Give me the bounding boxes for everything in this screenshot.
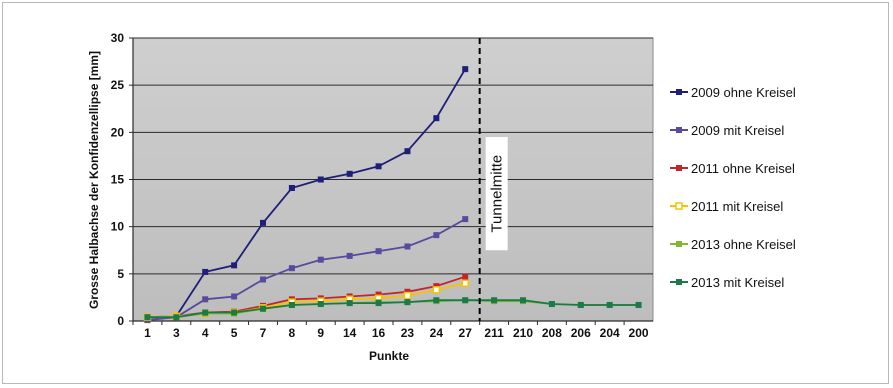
- x-tick-label-211: 211: [484, 326, 504, 340]
- data-point-2009-mit-kreisel: [462, 216, 469, 223]
- data-point-2013-mit-kreisel: [231, 309, 238, 316]
- data-point-2011-ohne-kreisel: [433, 283, 440, 290]
- series-line-2009-mit-kreisel: [147, 218, 466, 321]
- x-tick-label-210: 210: [513, 326, 533, 340]
- data-point-2009-mit-kreisel: [260, 276, 266, 283]
- data-point-2013-mit-kreisel: [346, 300, 353, 307]
- x-tick-label-200: 200: [629, 326, 649, 340]
- data-point-2009-ohne-kreisel: [462, 66, 469, 73]
- data-point-2013-mit-kreisel: [404, 299, 411, 306]
- data-point-2009-mit-kreisel: [202, 296, 209, 303]
- legend-label-2009-mit-kreisel: 2009 mit Kreisel: [691, 123, 784, 138]
- data-point-2009-ohne-kreisel: [346, 170, 353, 177]
- y-axis-title: Grosse Halbachse der Konfidenzellipse [m…: [87, 51, 101, 309]
- data-point-2011-mit-kreisel: [461, 279, 469, 288]
- data-point-2013-mit-kreisel: [317, 301, 324, 308]
- legend-label-2011-mit-kreisel: 2011 mit Kreisel: [691, 199, 783, 214]
- tunnelmitte-label-bg: [485, 137, 508, 251]
- data-point-2009-ohne-kreisel: [231, 262, 238, 269]
- data-point-2009-ohne-kreisel: [433, 115, 440, 122]
- data-point-2009-ohne-kreisel: [375, 163, 382, 170]
- legend-marker-2009-ohne-kreisel: [676, 89, 682, 95]
- x-tick-label-1: 1: [144, 326, 151, 340]
- data-point-2013-mit-kreisel: [520, 297, 526, 304]
- legend-label-2013-ohne-kreisel: 2013 ohne Kreisel: [691, 237, 796, 252]
- data-point-2009-mit-kreisel: [375, 248, 382, 255]
- data-point-2009-mit-kreisel: [346, 252, 353, 259]
- x-tick-label-7: 7: [260, 326, 267, 340]
- data-point-2009-mit-kreisel: [231, 293, 238, 300]
- data-point-2009-mit-kreisel: [404, 243, 411, 250]
- x-tick-label-8: 8: [289, 326, 296, 340]
- legend-marker-2011-ohne-kreisel: [676, 165, 682, 171]
- y-tick-label-0: 0: [117, 314, 124, 328]
- data-point-2009-mit-kreisel: [317, 256, 324, 263]
- y-tick-label-15: 15: [111, 173, 125, 187]
- x-tick-label-9: 9: [317, 326, 324, 340]
- x-tick-label-23: 23: [401, 326, 415, 340]
- legend-label-2011-ohne-kreisel: 2011 ohne Kreisel: [691, 161, 795, 176]
- tunnelmitte-label: Tunnelmitte: [489, 155, 506, 233]
- data-point-2011-ohne-kreisel: [375, 291, 382, 298]
- x-axis-title: Punkte: [369, 349, 409, 363]
- x-tick-label-27: 27: [459, 326, 473, 340]
- data-point-2013-mit-kreisel: [433, 297, 440, 304]
- series-line-2009-ohne-kreisel: [147, 68, 466, 321]
- y-tick-label-5: 5: [117, 267, 124, 281]
- series-line-2013-mit-kreisel: [147, 299, 639, 319]
- x-tick-label-5: 5: [231, 326, 238, 340]
- x-tick-label-206: 206: [571, 326, 591, 340]
- data-point-2013-mit-kreisel: [173, 314, 180, 321]
- legend-marker-2011-mit-kreisel: [675, 202, 683, 210]
- data-point-2009-mit-kreisel: [288, 265, 295, 272]
- data-point-2013-mit-kreisel: [491, 297, 498, 304]
- x-tick-label-204: 204: [600, 326, 620, 340]
- data-point-2013-mit-kreisel: [635, 301, 642, 308]
- data-point-2013-mit-kreisel: [202, 309, 209, 316]
- data-point-2011-mit-kreisel: [403, 291, 412, 300]
- data-point-2013-mit-kreisel: [375, 300, 382, 307]
- data-point-2011-ohne-kreisel: [462, 273, 469, 280]
- data-point-2009-ohne-kreisel: [260, 219, 266, 226]
- x-tick-label-24: 24: [430, 326, 444, 340]
- y-tick-label-30: 30: [111, 31, 125, 45]
- x-tick-label-14: 14: [343, 326, 357, 340]
- data-point-2009-ohne-kreisel: [202, 268, 209, 275]
- legend-marker-2013-ohne-kreisel: [676, 241, 682, 247]
- y-tick-label-25: 25: [111, 78, 125, 92]
- legend-marker-2009-mit-kreisel: [676, 127, 682, 133]
- data-point-2013-mit-kreisel: [606, 301, 613, 308]
- x-tick-label-208: 208: [542, 326, 562, 340]
- data-point-2009-ohne-kreisel: [288, 184, 295, 191]
- data-point-2011-ohne-kreisel: [404, 288, 411, 295]
- legend-label-2009-ohne-kreisel: 2009 ohne Kreisel: [691, 85, 796, 100]
- x-tick-label-3: 3: [173, 326, 180, 340]
- data-point-2009-ohne-kreisel: [317, 176, 324, 183]
- x-tick-label-4: 4: [202, 326, 209, 340]
- legend-marker-2013-mit-kreisel: [676, 279, 682, 285]
- legend-label-2013-mit-kreisel: 2013 mit Kreisel: [691, 275, 784, 290]
- y-tick-label-10: 10: [111, 220, 125, 234]
- data-point-2009-mit-kreisel: [433, 232, 440, 239]
- data-point-2013-mit-kreisel: [288, 301, 295, 308]
- data-point-2013-mit-kreisel: [260, 305, 266, 312]
- data-point-2013-mit-kreisel: [548, 301, 555, 308]
- x-tick-label-16: 16: [372, 326, 386, 340]
- data-point-2013-mit-kreisel: [462, 297, 469, 304]
- data-point-2013-mit-kreisel: [577, 301, 584, 308]
- data-point-2009-ohne-kreisel: [404, 148, 411, 155]
- data-point-2011-mit-kreisel: [432, 286, 441, 294]
- data-point-2013-mit-kreisel: [144, 314, 151, 321]
- y-tick-label-20: 20: [111, 125, 125, 139]
